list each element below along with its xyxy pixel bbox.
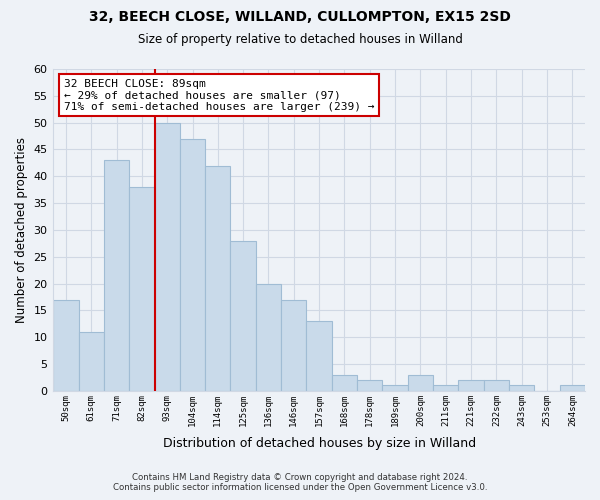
Bar [129,187,155,391]
Bar [180,138,205,391]
Bar [230,240,256,391]
Bar [433,386,458,391]
X-axis label: Distribution of detached houses by size in Willand: Distribution of detached houses by size … [163,437,476,450]
Bar [205,166,230,391]
Bar [509,386,535,391]
Bar [382,386,408,391]
Bar [357,380,382,391]
Bar [560,386,585,391]
Y-axis label: Number of detached properties: Number of detached properties [15,137,28,323]
Bar [484,380,509,391]
Bar [458,380,484,391]
Bar [307,321,332,391]
Bar [155,122,180,391]
Bar [79,332,104,391]
Bar [104,160,129,391]
Text: 32 BEECH CLOSE: 89sqm
← 29% of detached houses are smaller (97)
71% of semi-deta: 32 BEECH CLOSE: 89sqm ← 29% of detached … [64,78,374,112]
Text: Size of property relative to detached houses in Willand: Size of property relative to detached ho… [137,32,463,46]
Bar [281,300,307,391]
Text: Contains HM Land Registry data © Crown copyright and database right 2024.
Contai: Contains HM Land Registry data © Crown c… [113,473,487,492]
Bar [332,375,357,391]
Bar [53,300,79,391]
Bar [408,375,433,391]
Text: 32, BEECH CLOSE, WILLAND, CULLOMPTON, EX15 2SD: 32, BEECH CLOSE, WILLAND, CULLOMPTON, EX… [89,10,511,24]
Bar [256,284,281,391]
